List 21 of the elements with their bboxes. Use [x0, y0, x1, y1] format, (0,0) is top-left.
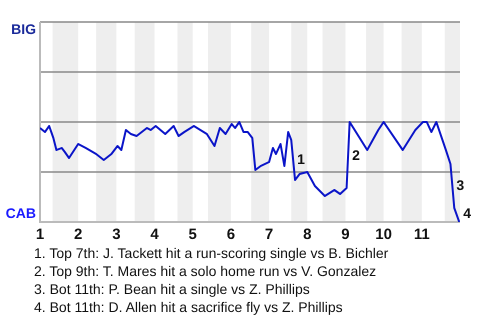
- x-tick-label: 11: [414, 226, 430, 244]
- x-tick-label: 9: [341, 226, 350, 244]
- annotation: 2: [352, 146, 360, 163]
- x-tick-label: 7: [264, 226, 274, 244]
- x-tick-label: 5: [188, 226, 197, 244]
- x-tick-label: 8: [303, 226, 312, 244]
- annotation: 3: [456, 176, 464, 193]
- x-tick-label: 1: [36, 226, 44, 244]
- annotation: 4: [463, 204, 472, 221]
- text: 1. Top 7th: J. Tackett hit a run-scoring single vs B. Bichler: [34, 244, 388, 262]
- x-tick-label: 4: [150, 226, 160, 244]
- x-tick-label: 2: [74, 226, 82, 244]
- text: 2. Top 9th: T. Mares hit a solo home run vs V. Gonzalez: [34, 262, 378, 280]
- text: 4. Bot 11th: D. Allen hit a sacrifice fly vs Z. Phillips: [34, 298, 344, 316]
- text: CAB: [6, 204, 36, 221]
- annotation: 1: [297, 150, 306, 167]
- x-tick-label: 6: [226, 226, 236, 244]
- x-tick-label: 3: [112, 226, 121, 244]
- x-tick-label: 10: [375, 226, 392, 244]
- text: 3. Bot 11th: P. Bean hit a single vs Z. Phillips: [34, 280, 311, 298]
- text: BIG: [11, 20, 36, 37]
